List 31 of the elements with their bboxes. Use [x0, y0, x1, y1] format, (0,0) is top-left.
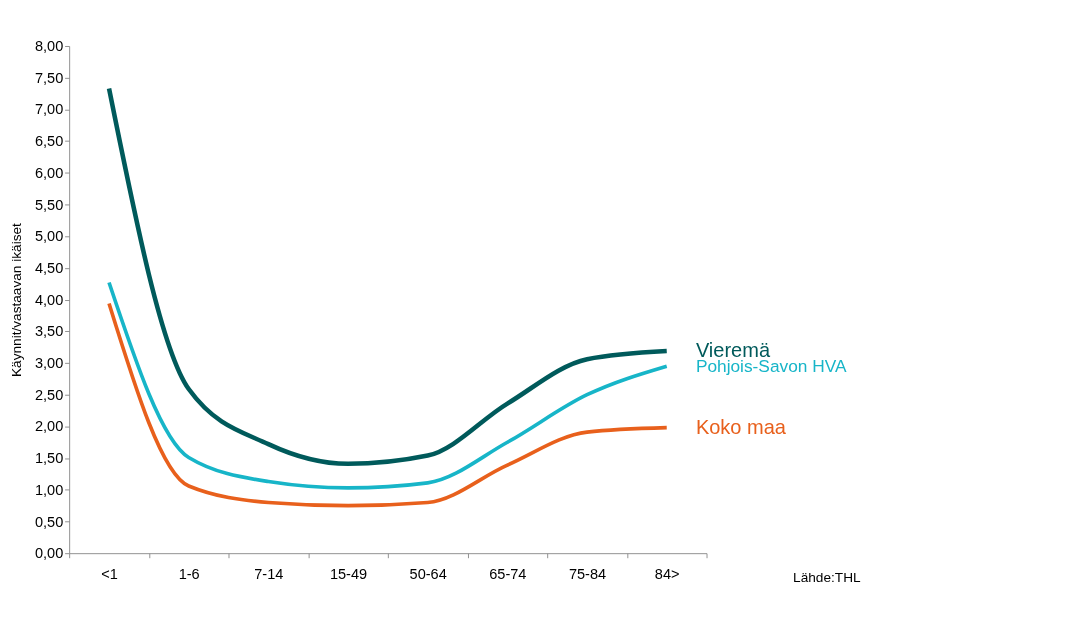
y-tick-label: 1,50 — [34, 450, 64, 467]
y-tick-label: 0,00 — [34, 545, 64, 562]
y-tick-label: 1,00 — [34, 481, 64, 498]
text: Lähde:THL — [793, 570, 861, 586]
series-label: Koko maa — [695, 416, 787, 439]
y-tick-label: 3,00 — [34, 355, 64, 372]
y-tick-label: 7,00 — [34, 101, 64, 118]
y-tick-label: 4,50 — [34, 259, 64, 276]
y-tick-label: 2,00 — [34, 418, 64, 435]
x-tick-label: 75-84 — [568, 566, 607, 583]
y-tick-label: 4,00 — [34, 291, 64, 308]
x-tick-label: <1 — [101, 566, 118, 583]
x-tick-label: 7-14 — [254, 566, 284, 583]
y-tick-label: 5,50 — [34, 196, 64, 213]
y-tick-label: 5,00 — [34, 228, 64, 245]
x-tick-label: 84> — [654, 566, 680, 583]
y-tick-label: 6,50 — [34, 133, 64, 150]
line-series — [106, 86, 670, 467]
line-series — [107, 280, 669, 490]
y-tick-label: 3,50 — [34, 323, 64, 340]
y-tick-label: 7,50 — [34, 69, 64, 86]
y-tick-label: 0,50 — [34, 513, 64, 530]
y-tick-label: 2,50 — [34, 386, 64, 403]
y-axis-title: Käynnit/vastaavan ikäiset — [9, 222, 25, 378]
x-tick-label: 15-49 — [329, 566, 368, 583]
x-tick-label: 50-64 — [409, 566, 447, 583]
y-tick-label: 8,00 — [34, 38, 64, 55]
x-tick-label: 65-74 — [489, 566, 527, 583]
x-tick-label: 1-6 — [178, 566, 200, 583]
y-tick-label: 6,00 — [34, 164, 64, 181]
line-series — [107, 301, 669, 508]
